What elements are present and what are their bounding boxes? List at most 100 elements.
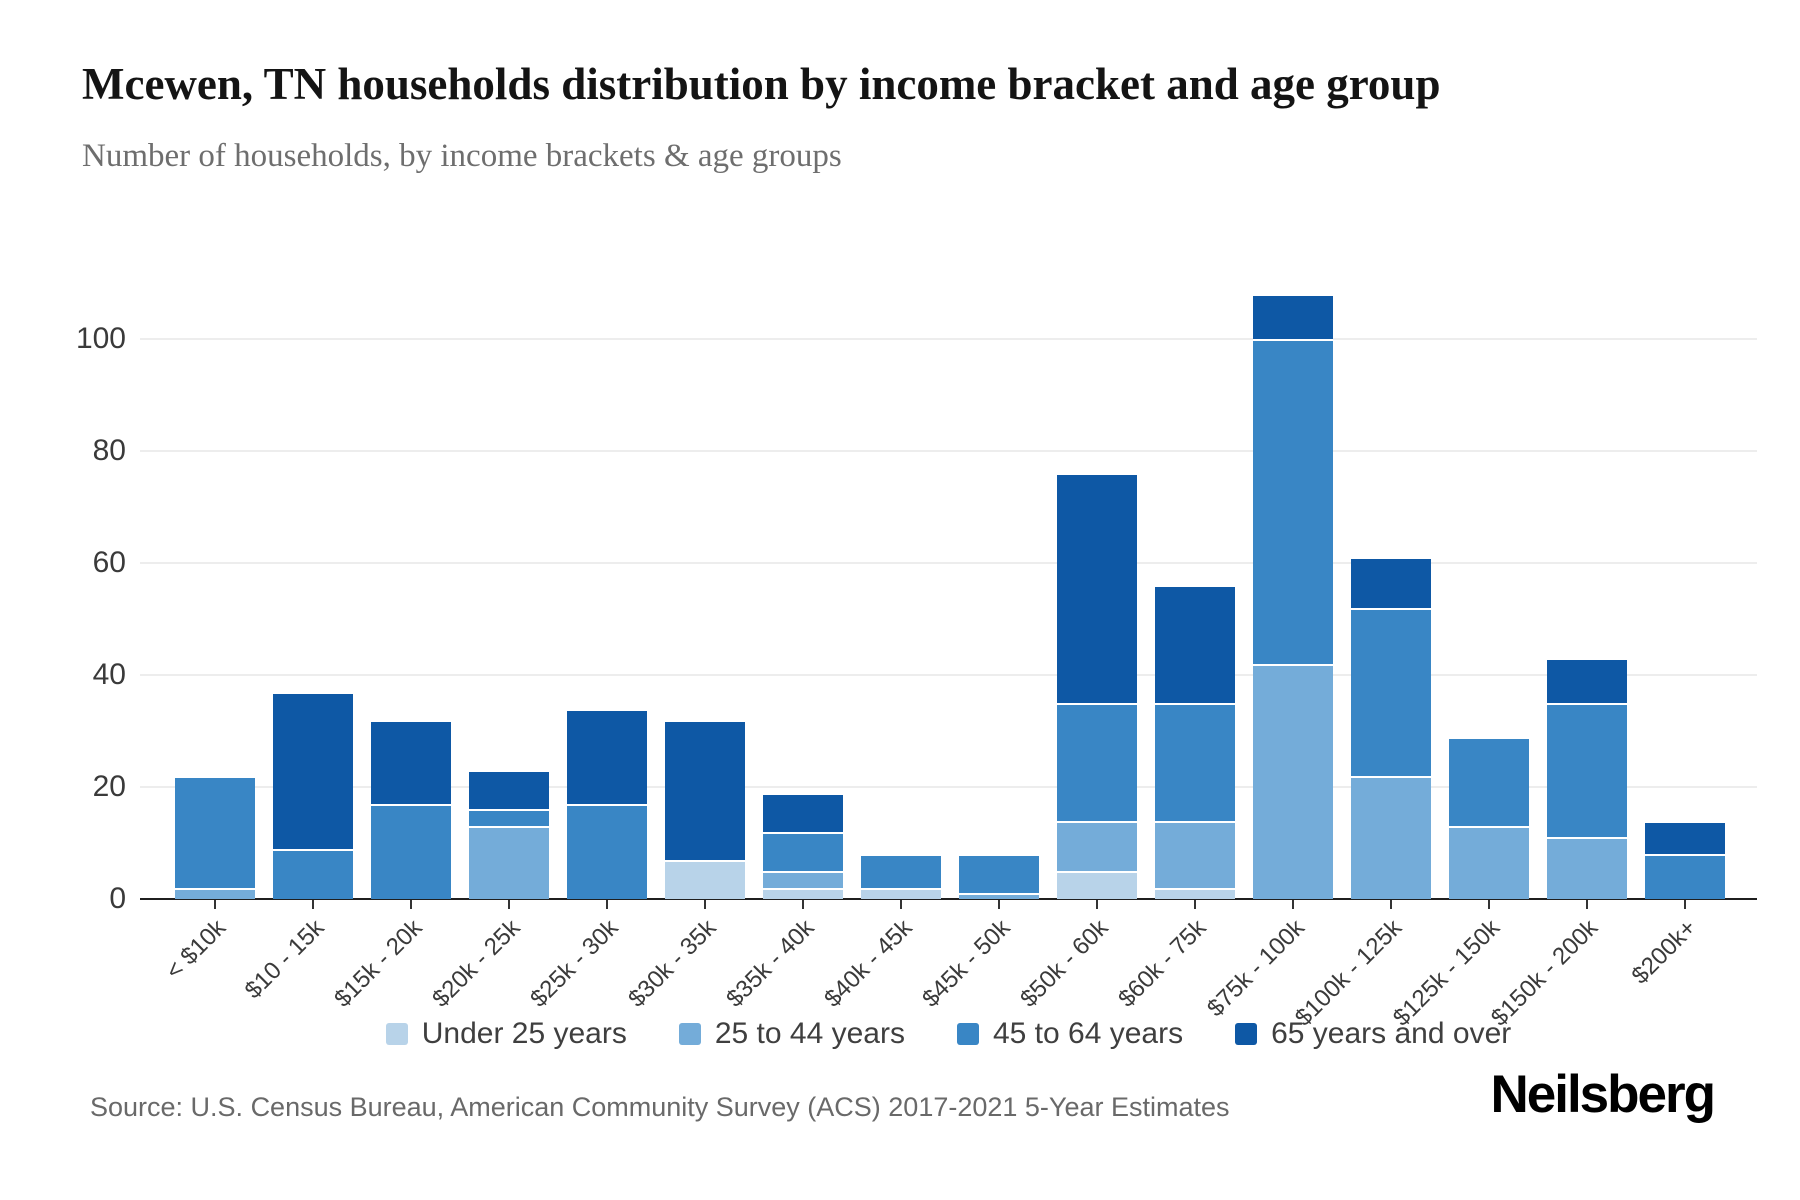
- x-axis-label: < $10k: [160, 914, 232, 985]
- legend: Under 25 years 25 to 44 years 45 to 64 yea…: [140, 1012, 1757, 1056]
- bar-segment[interactable]: [273, 848, 353, 899]
- bar-segment[interactable]: [1155, 703, 1235, 821]
- bar-segment[interactable]: [861, 854, 941, 888]
- x-axis-tick: [1292, 900, 1294, 909]
- plot-area: 0 20 40 60 80 100 < $10k $10 - 15k $15k - 20k $20…: [76, 230, 1757, 1032]
- bar-segment[interactable]: [1547, 658, 1627, 703]
- source-text: Source: U.S. Census Bureau, American Com…: [90, 1092, 1230, 1122]
- legend-item-under-25-years[interactable]: Under 25 years: [385, 1017, 627, 1050]
- x-axis-tick: [410, 900, 412, 909]
- bar-segment[interactable]: [763, 887, 843, 899]
- x-axis-tick: [1488, 900, 1490, 909]
- bar-segment[interactable]: [763, 871, 843, 888]
- bar-segment[interactable]: [1645, 820, 1725, 855]
- x-axis-tick: [1586, 900, 1588, 909]
- bar-segment[interactable]: [665, 859, 745, 899]
- bar-segment[interactable]: [1057, 703, 1137, 821]
- legend-swatch: [1235, 1023, 1258, 1045]
- bar-segment[interactable]: [1449, 736, 1529, 827]
- x-axis-tick: [606, 900, 608, 909]
- x-axis-tick: [508, 900, 510, 909]
- bar-segment[interactable]: [1057, 473, 1137, 703]
- legend-label: Under 25 years: [421, 1017, 627, 1050]
- legend-label: 45 to 64 years: [992, 1017, 1184, 1050]
- bar-segment[interactable]: [1547, 837, 1627, 899]
- bar-segment[interactable]: [763, 792, 843, 832]
- y-axis-label: 40: [92, 658, 126, 691]
- legend-swatch: [385, 1023, 408, 1045]
- legend-swatch: [678, 1023, 701, 1045]
- x-axis-tick: [998, 900, 1000, 909]
- y-axis-label: 0: [109, 882, 126, 915]
- bar-segment[interactable]: [567, 803, 647, 899]
- x-axis-label: $20k - 25k: [427, 914, 526, 1013]
- x-axis-label: $75k - 100k: [1201, 914, 1310, 1023]
- bar-segment[interactable]: [1351, 607, 1431, 776]
- x-axis-label: $10 - 15k: [239, 914, 330, 1005]
- bar-segment[interactable]: [175, 887, 255, 899]
- y-axis-label: 100: [75, 322, 126, 355]
- bar-segment[interactable]: [175, 775, 255, 888]
- y-axis-label: 80: [92, 434, 126, 467]
- gridline-y-60: [140, 562, 1757, 564]
- bar-segment[interactable]: [763, 831, 843, 871]
- bar-segment[interactable]: [1155, 887, 1235, 899]
- x-axis-tick: [1390, 900, 1392, 909]
- gridline-y-40: [140, 674, 1757, 676]
- x-axis-tick: [802, 900, 804, 909]
- bar-segment[interactable]: [1351, 775, 1431, 899]
- x-axis-label: $15k - 20k: [329, 914, 428, 1013]
- bar-segment[interactable]: [959, 854, 1039, 894]
- legend-item-45-to-64-years[interactable]: 45 to 64 years: [956, 1017, 1184, 1050]
- bar-segment[interactable]: [1253, 294, 1333, 339]
- x-axis-tick: [214, 900, 216, 909]
- y-axis-label: 20: [92, 770, 126, 803]
- y-axis-label: 60: [92, 546, 126, 579]
- x-axis-label: $30k - 35k: [623, 914, 722, 1013]
- bar-segment[interactable]: [1253, 339, 1333, 664]
- brand-logo: Neilsberg: [1490, 1065, 1716, 1124]
- bar-segment[interactable]: [371, 719, 451, 804]
- x-axis-line: [140, 898, 1757, 900]
- bar-segment[interactable]: [1057, 871, 1137, 899]
- x-axis-tick: [900, 900, 902, 909]
- bar-segment[interactable]: [665, 719, 745, 860]
- x-axis-label: $50k - 60k: [1015, 914, 1114, 1013]
- x-axis-tick: [704, 900, 706, 909]
- x-axis-label: $35k - 40k: [721, 914, 820, 1013]
- legend-item-25-to-44-years[interactable]: 25 to 44 years: [678, 1017, 905, 1050]
- page-title: Mcewen, TN households distribution by in…: [82, 59, 1441, 109]
- page-subtitle: Number of households, by income brackets…: [82, 138, 842, 174]
- bar-segment[interactable]: [469, 826, 549, 899]
- bar-segment[interactable]: [273, 691, 353, 849]
- x-axis-label: $200k+: [1626, 914, 1702, 990]
- x-axis-tick: [1684, 900, 1686, 909]
- gridline-y-100: [140, 338, 1757, 340]
- bar-segment[interactable]: [959, 893, 1039, 899]
- x-axis-tick: [1194, 900, 1196, 909]
- legend-label: 25 to 44 years: [714, 1017, 905, 1050]
- bar-segment[interactable]: [371, 803, 451, 899]
- bar-segment[interactable]: [469, 770, 549, 810]
- x-axis-tick: [1096, 900, 1098, 909]
- x-axis-label: $25k - 30k: [525, 914, 624, 1013]
- bar-segment[interactable]: [1645, 854, 1725, 899]
- bar-segment[interactable]: [1155, 820, 1235, 888]
- bar-segment[interactable]: [1155, 585, 1235, 703]
- legend-label: 65 years and over: [1271, 1017, 1512, 1050]
- bar-segment[interactable]: [1057, 820, 1137, 871]
- legend-swatch: [956, 1023, 979, 1045]
- gridline-y-80: [140, 450, 1757, 452]
- bar-segment[interactable]: [1547, 703, 1627, 838]
- x-axis-label: $60k - 75k: [1113, 914, 1212, 1013]
- bar-segment[interactable]: [1351, 557, 1431, 608]
- bar-segment[interactable]: [567, 708, 647, 804]
- x-axis-label: $45k - 50k: [917, 914, 1016, 1013]
- bar-segment[interactable]: [1253, 663, 1333, 899]
- gridline-y-20: [140, 786, 1757, 788]
- bar-segment[interactable]: [1449, 826, 1529, 899]
- legend-item-65-years-and-over[interactable]: 65 years and over: [1235, 1019, 1511, 1049]
- bar-segment[interactable]: [469, 809, 549, 827]
- x-axis-tick: [312, 900, 314, 909]
- bar-segment[interactable]: [861, 887, 941, 899]
